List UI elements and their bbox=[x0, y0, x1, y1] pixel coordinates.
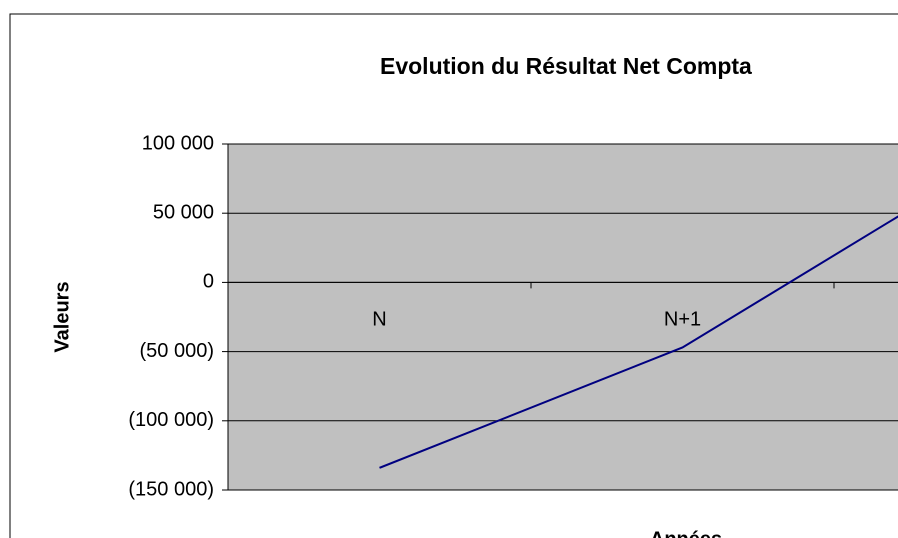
y-axis-title: Valeurs bbox=[51, 281, 73, 352]
y-tick-label: (50 000) bbox=[140, 340, 215, 362]
chart-title: Evolution du Résultat Net Compta bbox=[380, 53, 752, 79]
y-tick-label: (150 000) bbox=[128, 478, 214, 500]
plot-area bbox=[227, 143, 898, 491]
y-tick-label: 50 000 bbox=[153, 201, 214, 223]
y-tick-label: 100 000 bbox=[142, 132, 214, 154]
x-tick-label: N+1 bbox=[664, 309, 701, 331]
y-tick-label: 0 bbox=[203, 271, 214, 293]
data-line bbox=[379, 215, 898, 469]
x-axis-title: Années bbox=[650, 528, 722, 538]
y-tick-label: (100 000) bbox=[128, 409, 214, 431]
x-tick-label: N bbox=[372, 309, 386, 331]
